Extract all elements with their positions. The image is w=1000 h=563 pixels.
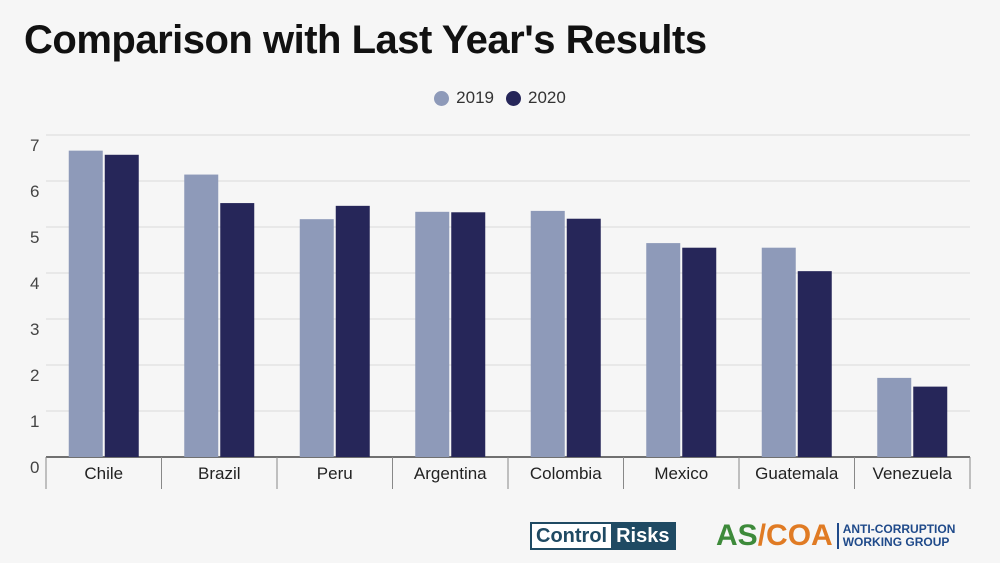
bar-guatemala-2019: [761, 247, 796, 457]
chart-legend: 2019 2020: [0, 88, 1000, 108]
y-tick-label-6: 6: [30, 182, 39, 201]
bar-mexico-2019: [646, 243, 681, 457]
bar-venezuela-2020: [913, 386, 948, 457]
bar-brazil-2020: [220, 203, 255, 457]
ascoa-logo-sub2: WORKING GROUP: [842, 535, 950, 549]
ascoa-logo: AS / COA ANTI-CORRUPTION WORKING GROUP: [716, 518, 955, 554]
bar-colombia-2019: [530, 210, 565, 457]
legend-label-2019: 2019: [456, 88, 494, 107]
bar-peru-2020: [335, 205, 370, 457]
x-tick-label-venezuela: Venezuela: [873, 464, 953, 483]
control-risks-logo-part1: Control: [532, 524, 612, 548]
x-tick-label-chile: Chile: [84, 464, 123, 483]
bar-guatemala-2020: [797, 271, 832, 457]
y-tick-label-5: 5: [30, 228, 39, 247]
x-tick-label-argentina: Argentina: [414, 464, 487, 483]
y-tick-label-0: 0: [30, 458, 39, 477]
bar-peru-2019: [299, 219, 334, 457]
bar-chile-2020: [104, 154, 139, 457]
y-tick-label-2: 2: [30, 366, 39, 385]
y-tick-label-1: 1: [30, 412, 39, 431]
chart-title: Comparison with Last Year's Results: [24, 18, 707, 62]
x-tick-label-guatemala: Guatemala: [755, 464, 839, 483]
y-tick-label-7: 7: [30, 136, 39, 155]
legend-label-2020: 2020: [528, 88, 566, 107]
ascoa-logo-coa: COA: [766, 519, 833, 552]
legend-swatch-2019: [434, 90, 450, 106]
bar-argentina-2020: [451, 212, 486, 457]
legend-item-2019: 2019: [434, 88, 494, 108]
control-risks-logo: Control Risks: [530, 522, 677, 550]
control-risks-logo-part2: Risks: [611, 524, 675, 548]
x-tick-label-brazil: Brazil: [198, 464, 241, 483]
bar-argentina-2019: [415, 211, 450, 457]
bar-colombia-2020: [566, 218, 601, 457]
bar-mexico-2020: [682, 247, 717, 457]
bar-chile-2019: [68, 150, 103, 457]
x-tick-label-colombia: Colombia: [530, 464, 602, 483]
legend-swatch-2020: [506, 90, 521, 106]
y-tick-label-4: 4: [30, 274, 39, 293]
ascoa-logo-sub1: ANTI-CORRUPTION: [842, 522, 956, 536]
footer-logos: Control Risks AS / COA ANTI-CORRUPTION W…: [0, 518, 1000, 554]
bar-venezuela-2019: [877, 377, 912, 457]
ascoa-logo-subtitle: ANTI-CORRUPTION WORKING GROUP: [836, 522, 956, 549]
x-tick-label-mexico: Mexico: [654, 464, 708, 483]
ascoa-logo-slash: /: [757, 519, 767, 552]
bar-brazil-2019: [184, 174, 219, 457]
y-tick-label-3: 3: [30, 320, 39, 339]
legend-item-2020: 2020: [506, 88, 566, 108]
ascoa-logo-as: AS: [716, 519, 758, 552]
x-tick-label-peru: Peru: [317, 464, 353, 483]
